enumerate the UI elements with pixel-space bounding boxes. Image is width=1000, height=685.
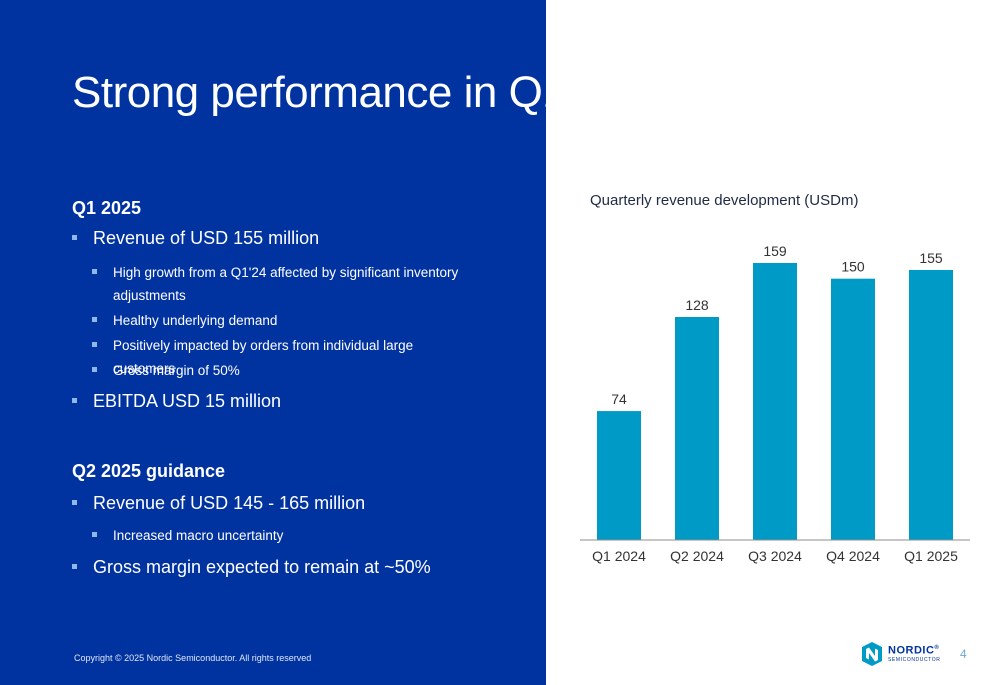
x-tick-label: Q3 2024	[748, 548, 802, 564]
bullet-q1-orders: Positively impacted by orders from indiv…	[92, 334, 472, 380]
data-label: 74	[611, 391, 627, 407]
bar-q3-2024	[753, 263, 797, 540]
data-label: 128	[685, 297, 709, 313]
bullet-q1-margin: Gross margin of 50%	[92, 359, 472, 382]
bullet-q1-revenue-text: Revenue of USD 155 million	[93, 228, 320, 248]
bullet-q1-demand-text: Healthy underlying demand	[113, 313, 278, 328]
bullet-marker	[72, 564, 77, 569]
logo-wordmark: NORDIC® SEMICONDUCTOR	[888, 645, 940, 664]
bullet-q2-revenue: Revenue of USD 145 - 165 million	[72, 492, 365, 514]
bullet-q1-ebitda: EBITDA USD 15 million	[72, 390, 281, 412]
bullet-marker	[92, 269, 97, 274]
bullet-marker	[72, 235, 77, 240]
bullet-marker	[92, 532, 97, 537]
data-label: 159	[763, 243, 787, 259]
logo-name-text: NORDIC	[888, 644, 935, 657]
bar-q2-2024	[675, 317, 719, 540]
bullet-q1-orders-text: Positively impacted by orders from indiv…	[113, 338, 414, 376]
data-label: 150	[841, 259, 865, 275]
copyright-notice: Copyright © 2025 Nordic Semiconductor. A…	[74, 653, 312, 663]
bullet-q1-growth: High growth from a Q1'24 affected by sig…	[92, 261, 472, 307]
x-tick-label: Q2 2024	[670, 548, 724, 564]
slide-title: Strong performance in Q1	[72, 68, 567, 117]
bullet-marker	[92, 342, 97, 347]
chart-title: Quarterly revenue development (USDm)	[590, 192, 859, 209]
bullet-q1-ebitda-text: EBITDA USD 15 million	[93, 391, 282, 411]
bullet-q2-margin: Gross margin expected to remain at ~50%	[72, 556, 431, 578]
bar-q4-2024	[831, 278, 875, 540]
bullet-q2-macro-text: Increased macro uncertainty	[113, 528, 284, 543]
logo-subtitle: SEMICONDUCTOR	[888, 657, 941, 664]
x-tick-label: Q4 2024	[826, 548, 880, 564]
bullet-marker	[92, 367, 97, 372]
bullet-q1-margin-text: Gross margin of 50%	[113, 363, 240, 378]
bar-q1-2024	[597, 411, 641, 540]
bullet-marker	[72, 398, 77, 403]
bullet-q1-growth-line2: adjustments	[113, 288, 186, 303]
x-tick-label: Q1 2025	[904, 548, 958, 564]
nordic-logo-icon	[862, 642, 882, 666]
bullet-q2-macro: Increased macro uncertainty	[92, 524, 472, 547]
q2-2025-guidance-heading: Q2 2025 guidance	[72, 461, 226, 481]
bullet-marker	[92, 317, 97, 322]
page-number: 4	[960, 647, 967, 661]
bullet-marker	[72, 500, 77, 505]
logo-registered-mark: ®	[934, 644, 940, 651]
bullet-q1-revenue: Revenue of USD 155 million	[72, 227, 319, 249]
logo-name: NORDIC®	[888, 645, 940, 657]
x-tick-label: Q1 2024	[592, 548, 646, 564]
bullet-q2-margin-text: Gross margin expected to remain at ~50%	[93, 557, 431, 577]
bullet-q2-revenue-text: Revenue of USD 145 - 165 million	[93, 493, 366, 513]
bullet-q1-demand: Healthy underlying demand	[92, 309, 472, 332]
left-panel: Strong performance in Q1 Q1 2025 Revenue…	[0, 0, 546, 685]
bar-q1-2025	[909, 269, 953, 540]
bullet-q1-growth-line1: High growth from a Q1'24 affected by sig…	[113, 265, 459, 280]
revenue-bar-chart: 74 Q1 2024 128 Q2 2024 159 Q3 2024 150 Q4 2024 1…	[580, 243, 970, 564]
nordic-logo: NORDIC® SEMICONDUCTOR	[860, 642, 940, 666]
q1-2025-heading: Q1 2025	[72, 198, 142, 218]
data-label: 155	[919, 250, 943, 266]
